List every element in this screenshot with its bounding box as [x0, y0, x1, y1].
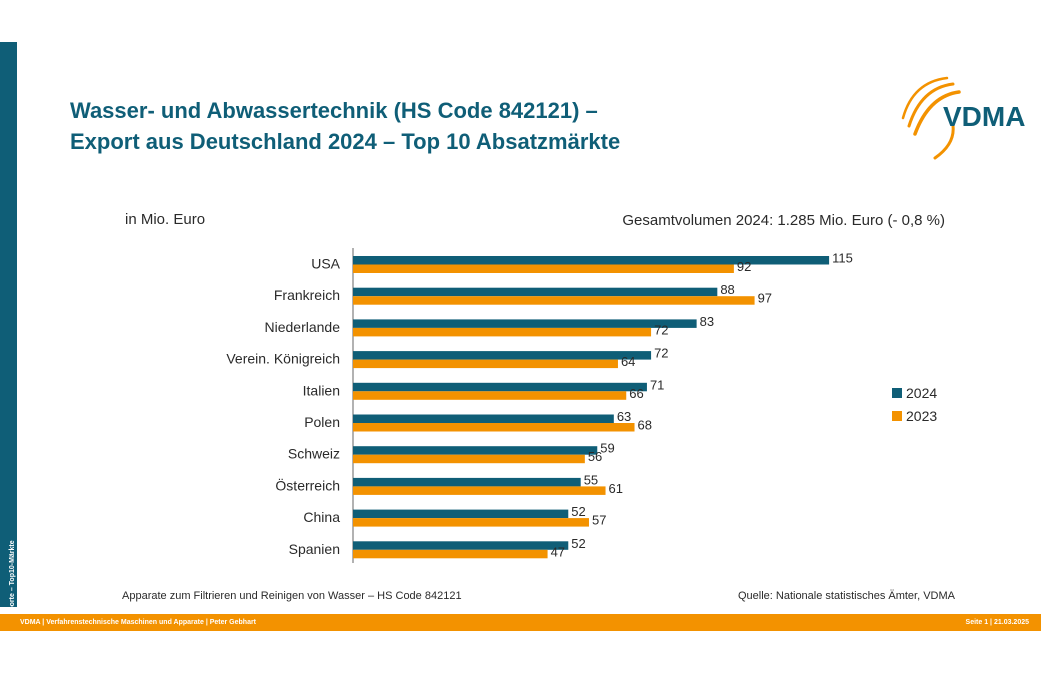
value-label-2024: 55	[584, 472, 598, 487]
bar-2024	[353, 351, 652, 360]
bar-2023	[353, 391, 627, 400]
bar-2024	[353, 256, 830, 265]
value-label-2024: 71	[650, 377, 664, 392]
category-label: Österreich	[275, 476, 340, 493]
logo-swoosh-2	[907, 82, 955, 128]
value-label-2023: 66	[629, 386, 643, 401]
bar-2023	[353, 423, 635, 432]
logo-swoosh-1	[901, 76, 949, 120]
side-bar: WAT – Exporte – Top10-Märkte	[0, 42, 17, 642]
value-label-2024: 63	[617, 409, 631, 424]
value-label-2023: 57	[592, 513, 606, 528]
bar-2024	[353, 382, 647, 392]
category-label: China	[303, 509, 340, 525]
value-label-2023: 64	[621, 354, 635, 369]
value-label-2023: 92	[737, 259, 751, 274]
category-label: Niederlande	[265, 319, 341, 335]
category-label: USA	[311, 256, 340, 272]
bar-2024	[353, 541, 569, 550]
bar-2023	[353, 518, 589, 527]
value-label-2024: 115	[832, 251, 853, 266]
category-label: Spanien	[289, 541, 340, 557]
value-label-2023: 72	[654, 322, 668, 337]
value-label-2023: 97	[758, 291, 772, 306]
value-label-2023: 68	[638, 418, 652, 433]
value-label-2023: 61	[609, 481, 623, 496]
legend-swatch-2024	[892, 388, 902, 398]
bar-2024	[353, 287, 718, 297]
logo-swoosh-3	[913, 90, 961, 136]
bar-2023	[353, 327, 652, 337]
bar-2023	[353, 486, 606, 495]
legend-swatch-2023	[892, 411, 902, 421]
bar-2024	[353, 446, 598, 455]
page-title: Wasser- und Abwassertechnik (HS Code 842…	[70, 96, 830, 158]
value-label-2024: 88	[720, 282, 734, 297]
category-label: Verein. Königreich	[226, 351, 340, 367]
category-label: Italien	[303, 382, 340, 398]
legend-label-2024: 2024	[906, 385, 937, 401]
value-label-2023: 47	[551, 544, 565, 559]
bar-2024	[353, 509, 569, 519]
bar-2023	[353, 264, 734, 273]
value-label-2024: 59	[600, 441, 614, 456]
category-label: Polen	[304, 414, 340, 430]
bar-2023	[353, 359, 618, 369]
value-label-2024: 52	[571, 536, 585, 551]
value-label-2024: 83	[700, 314, 714, 329]
title-line-2: Export aus Deutschland 2024 – Top 10 Abs…	[70, 128, 621, 154]
unit-label: in Mio. Euro	[125, 211, 206, 228]
bar-2024	[353, 319, 697, 328]
total-volume-label: Gesamtvolumen 2024: 1.285 Mio. Euro (- 0…	[622, 212, 945, 229]
logo-swoosh-4	[933, 124, 955, 160]
footer-bar: VDMA | Verfahrenstechnische Maschinen un…	[0, 614, 1041, 631]
value-label-2024: 52	[571, 504, 585, 519]
value-label-2023: 56	[588, 449, 602, 464]
category-label: Schweiz	[288, 446, 340, 462]
footer-page-info: Seite 1 | 21.03.2025	[965, 619, 1029, 626]
bar-2023	[353, 296, 755, 305]
bar-2024	[353, 477, 581, 487]
bar-2024	[353, 414, 614, 423]
chart-bars: USA 115 92 Frankreich 88 97 Niederlande 83 72 Ver…	[226, 251, 852, 560]
footer-left: VDMA | Verfahrenstechnische Maschinen un…	[20, 619, 257, 626]
title-line-1: Wasser- und Abwassertechnik (HS Code 842…	[70, 98, 598, 123]
bar-2023	[353, 549, 548, 559]
vdma-logo: VDMA	[901, 76, 1025, 160]
legend-label-2023: 2023	[906, 408, 937, 424]
footnote-left: Apparate zum Filtrieren und Reinigen von…	[122, 590, 462, 602]
footnote-source: Quelle: Nationale statistisches Ämter, V…	[737, 590, 955, 602]
category-label: Frankreich	[274, 287, 340, 303]
logo-text: VDMA	[943, 101, 1025, 132]
value-label-2024: 72	[654, 346, 668, 361]
bar-2023	[353, 454, 585, 464]
chart-legend: 2024 2023	[892, 385, 937, 424]
